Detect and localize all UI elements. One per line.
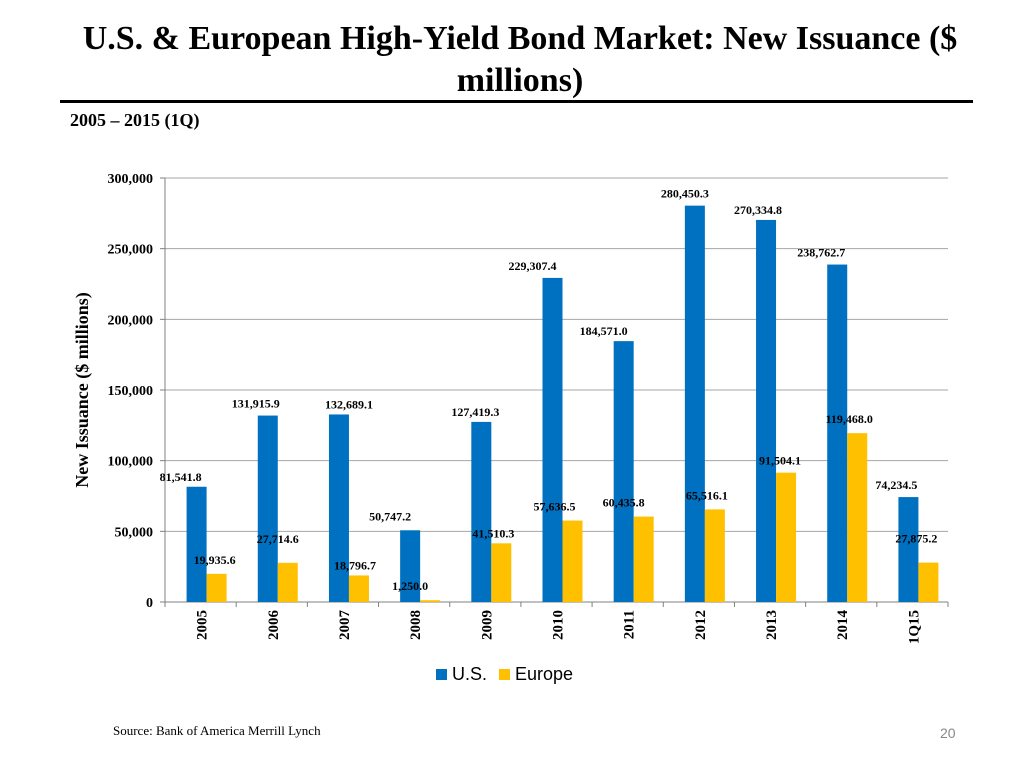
y-tick-label: 200,000 xyxy=(108,313,154,328)
y-tick-label: 250,000 xyxy=(108,243,154,258)
data-label-europe: 27,714.6 xyxy=(257,532,299,546)
bar-europe xyxy=(918,562,939,602)
page-number: 20 xyxy=(940,725,956,741)
bar-us xyxy=(471,421,492,602)
x-tick-label: 1Q15 xyxy=(906,610,922,644)
data-label-europe: 19,935.6 xyxy=(194,553,236,567)
x-tick-label: 2010 xyxy=(551,610,567,640)
bar-us xyxy=(613,341,634,602)
data-label-us: 270,334.8 xyxy=(734,203,782,217)
x-tick-label: 2013 xyxy=(764,610,780,640)
bar-europe xyxy=(633,516,654,602)
bar-europe xyxy=(420,600,441,602)
data-label-us: 229,307.4 xyxy=(509,259,557,273)
legend-swatch-us xyxy=(436,669,447,680)
data-label-us: 238,762.7 xyxy=(797,246,845,260)
x-tick-label: 2012 xyxy=(693,610,709,640)
source-note: Source: Bank of America Merrill Lynch xyxy=(113,723,321,738)
data-label-europe: 41,510.3 xyxy=(472,526,514,540)
bar-europe xyxy=(206,573,227,602)
data-label-us: 127,419.3 xyxy=(451,405,499,419)
chart-legend: U.S. Europe xyxy=(436,664,585,685)
legend-item-us: U.S. xyxy=(436,664,487,685)
bar-europe xyxy=(348,575,369,602)
data-label-europe: 57,636.5 xyxy=(534,500,576,514)
y-tick-label: 0 xyxy=(146,596,153,611)
data-label-europe: 60,435.8 xyxy=(603,496,645,510)
y-tick-label: 100,000 xyxy=(108,455,154,470)
bar-us xyxy=(542,277,563,602)
x-tick-label: 2014 xyxy=(835,610,851,641)
bar-europe xyxy=(847,433,868,602)
bar-europe xyxy=(704,509,725,602)
bar-us xyxy=(328,414,349,602)
bar-us xyxy=(756,219,777,602)
data-label-europe: 119,468.0 xyxy=(826,412,873,426)
data-label-us: 81,541.8 xyxy=(160,470,202,484)
y-axis-title: New Issuance ($ millions) xyxy=(72,292,93,488)
x-tick-label: 2006 xyxy=(266,610,282,641)
y-tick-label: 150,000 xyxy=(108,384,154,399)
data-label-us: 131,915.9 xyxy=(232,397,280,411)
bar-us xyxy=(684,205,705,602)
bar-europe xyxy=(491,543,512,602)
x-tick-label: 2009 xyxy=(479,610,495,640)
data-label-us: 74,234.5 xyxy=(875,478,917,492)
legend-item-europe: Europe xyxy=(499,664,573,685)
legend-label-us: U.S. xyxy=(452,664,488,684)
bar-europe xyxy=(776,472,797,602)
bar-us xyxy=(400,530,421,602)
data-label-europe: 1,250.0 xyxy=(392,579,428,593)
legend-label-europe: Europe xyxy=(515,664,574,684)
bar-us xyxy=(186,486,207,602)
slide-title: U.S. & European High-Yield Bond Market: … xyxy=(82,20,958,99)
data-label-europe: 91,504.1 xyxy=(759,454,801,468)
x-tick-label: 2005 xyxy=(195,610,211,640)
y-tick-label: 50,000 xyxy=(115,525,154,540)
x-tick-label: 2007 xyxy=(337,610,353,641)
x-tick-label: 2011 xyxy=(622,610,638,639)
slide-subtitle: 2005 – 2015 (1Q) xyxy=(70,110,200,130)
data-label-europe: 65,516.1 xyxy=(686,488,728,502)
bar-us xyxy=(257,415,278,602)
bar-europe xyxy=(562,520,583,602)
title-divider xyxy=(60,100,973,103)
data-label-us: 184,571.0 xyxy=(580,324,628,338)
data-label-europe: 18,796.7 xyxy=(334,558,376,572)
bar-europe xyxy=(277,562,298,602)
data-label-us: 50,747.2 xyxy=(369,509,411,523)
data-label-europe: 27,875.2 xyxy=(895,532,937,546)
y-tick-label: 300,000 xyxy=(108,172,154,187)
data-label-us: 280,450.3 xyxy=(661,187,709,201)
bar-us xyxy=(898,497,919,602)
data-label-us: 132,689.1 xyxy=(325,397,373,411)
legend-swatch-europe xyxy=(499,669,511,680)
x-tick-label: 2008 xyxy=(408,610,424,640)
bar-us xyxy=(827,264,848,602)
